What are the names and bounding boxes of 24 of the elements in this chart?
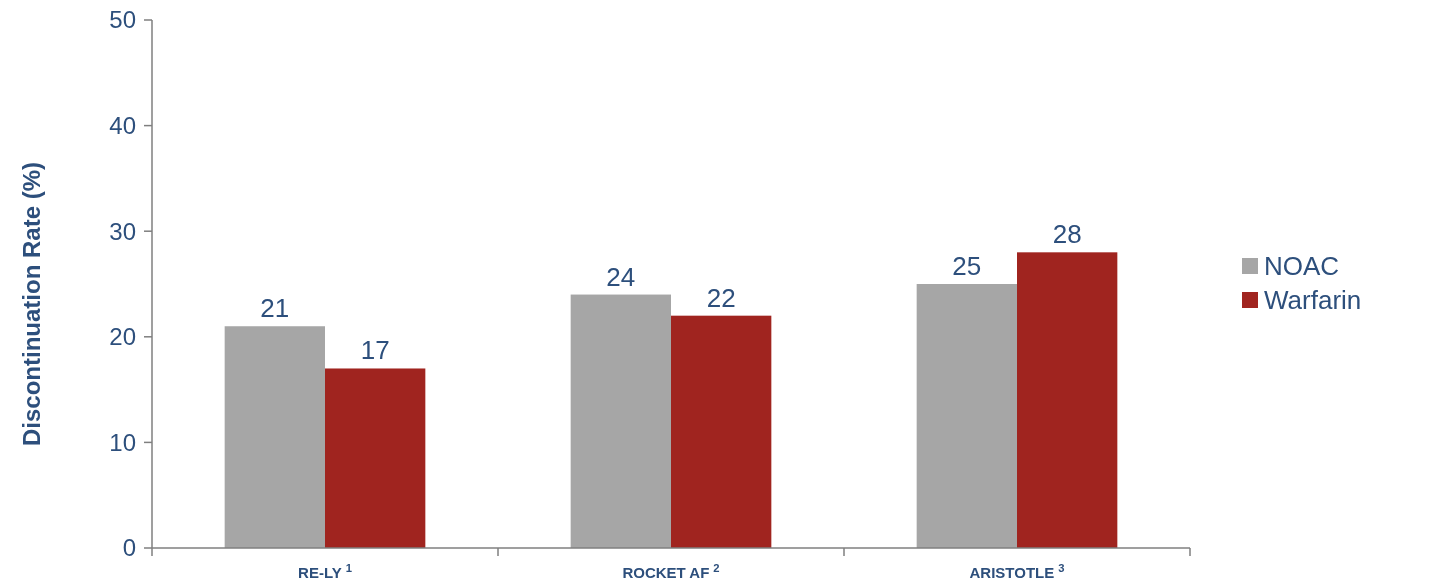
data-label: 17 [360, 335, 390, 366]
data-label: 28 [1052, 219, 1082, 250]
bar [570, 294, 671, 548]
y-tick-label: 40 [109, 112, 136, 139]
x-tick-label: ARISTOTLE$^{3}$ [969, 562, 1065, 581]
data-label: 24 [606, 261, 636, 292]
bar [224, 326, 325, 548]
data-label: 22 [706, 282, 736, 313]
bar [671, 315, 772, 548]
y-axis-title: Discontinuation Rate (%) [18, 161, 45, 447]
x-tick-label: ROCKET AF$^{2}$ [622, 562, 720, 581]
y-tick-label: 0 [122, 534, 136, 562]
data-label: 25 [952, 251, 982, 281]
y-tick-label: 30 [109, 217, 136, 245]
y-tick-label: 10 [109, 428, 136, 456]
bar [1017, 252, 1118, 548]
y-tick-label: 20 [109, 323, 136, 351]
y-tick-label: 50 [109, 6, 136, 34]
legend-label: Warfarin [1264, 285, 1362, 316]
bar [325, 368, 426, 548]
x-tick-label: RE-LY$^{1}$ [298, 562, 352, 581]
legend-label: NOAC [1264, 251, 1340, 282]
bar [916, 284, 1017, 548]
data-label: 21 [260, 293, 290, 324]
